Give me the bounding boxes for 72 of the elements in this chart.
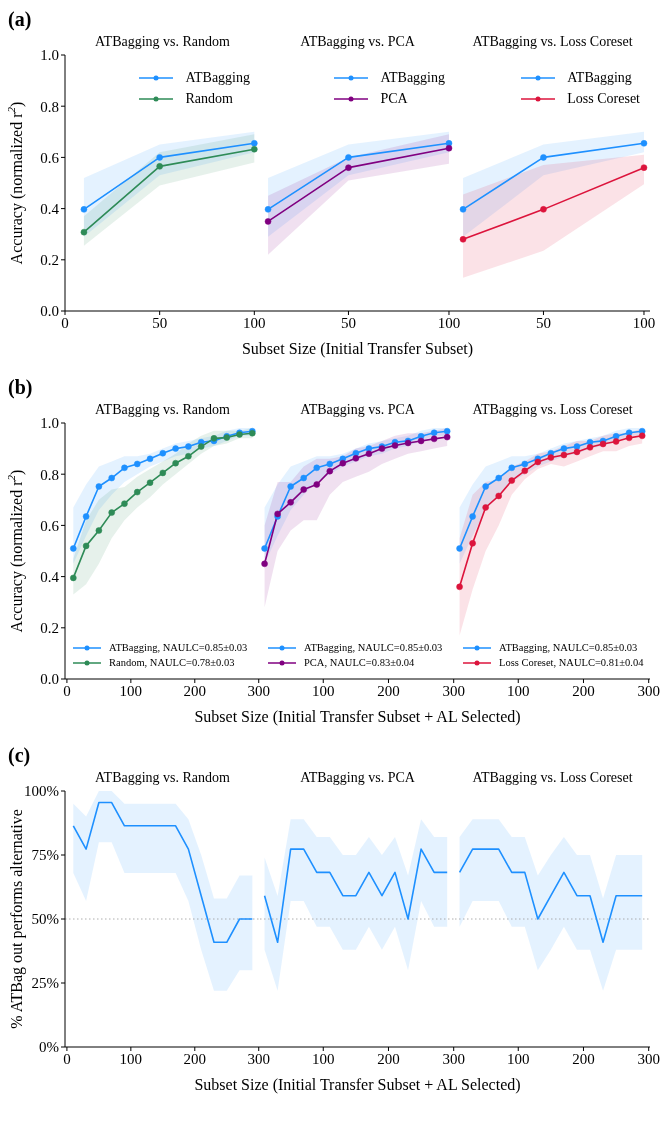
legend-label: Random, NAULC=0.78±0.03 xyxy=(109,656,235,670)
y-tick-label: 75% xyxy=(31,847,59,864)
y-tick-label: 50% xyxy=(31,911,59,928)
y-tick-label: 25% xyxy=(31,975,59,992)
x-axis-title: Subset Size (Initial Transfer Subset) xyxy=(241,340,474,358)
y-tick-label: 0.0 xyxy=(40,303,59,320)
legend-label: ATBagging xyxy=(185,69,250,87)
y-axis-title: % ATBag out performs alternative xyxy=(7,809,26,1029)
legend-label: ATBagging xyxy=(567,69,632,87)
x-tick-label: 300 xyxy=(442,1050,465,1067)
x-tick-label: 100 xyxy=(312,1050,335,1067)
x-tick-label: 100 xyxy=(632,314,656,331)
y-tick-label: 1.0 xyxy=(40,47,59,64)
legend-label: PCA, NAULC=0.83±0.04 xyxy=(304,656,415,670)
x-tick-label: 100 xyxy=(119,1050,143,1067)
x-axis-title: Subset Size (Initial Transfer Subset + AL Selected) xyxy=(194,1076,521,1094)
chart-title: ATBagging vs. PCA xyxy=(299,770,416,787)
legend-label: PCA xyxy=(380,90,408,108)
text: (b) xyxy=(8,376,33,398)
x-tick-label: 200 xyxy=(572,682,595,699)
x-tick-label: 0 xyxy=(63,1050,71,1067)
x-tick-label: 300 xyxy=(442,682,465,699)
chart-title: ATBagging vs. Loss Coreset xyxy=(471,34,634,51)
x-tick-label: 300 xyxy=(247,1050,270,1067)
y-tick-label: 0.2 xyxy=(40,252,59,269)
y-tick-label: 0.8 xyxy=(40,98,59,115)
chart-title: ATBagging vs. PCA xyxy=(299,34,416,51)
chart-title: ATBagging vs. Loss Coreset xyxy=(471,770,634,787)
x-tick-label: 100 xyxy=(243,314,266,331)
chart-title: ATBagging vs. Random xyxy=(94,34,231,51)
y-tick-label: 0% xyxy=(39,1039,59,1056)
chart-title: ATBagging vs. Loss Coreset xyxy=(471,402,634,419)
legend-label: ATBagging xyxy=(380,69,445,87)
y-tick-label: 0.8 xyxy=(40,466,59,483)
y-tick-label: 100% xyxy=(24,783,59,800)
y-tick-label: 1.0 xyxy=(40,415,59,432)
x-tick-label: 200 xyxy=(377,682,400,699)
x-tick-label: 50 xyxy=(535,314,551,331)
x-tick-label: 200 xyxy=(183,682,207,699)
x-tick-label: 50 xyxy=(340,314,356,331)
chart-title: ATBagging vs. Random xyxy=(94,402,231,419)
legend-label: ATBagging, NAULC=0.85±0.03 xyxy=(499,641,638,655)
y-tick-label: 0.6 xyxy=(40,149,60,166)
x-tick-label: 100 xyxy=(437,314,461,331)
legend-label: ATBagging, NAULC=0.85±0.03 xyxy=(304,641,443,655)
x-tick-label: 200 xyxy=(183,1050,207,1067)
x-tick-label: 0 xyxy=(63,682,71,699)
x-tick-label: 100 xyxy=(507,682,530,699)
x-axis-title: Subset Size (Initial Transfer Subset + AL Selected) xyxy=(194,708,521,726)
x-tick-label: 300 xyxy=(637,682,660,699)
x-tick-label: 200 xyxy=(572,1050,595,1067)
x-tick-label: 100 xyxy=(119,682,143,699)
x-tick-label: 0 xyxy=(61,314,69,331)
x-tick-label: 300 xyxy=(247,682,270,699)
legend-label: ATBagging, NAULC=0.85±0.03 xyxy=(109,641,248,655)
chart-title: ATBagging vs. PCA xyxy=(299,402,416,419)
x-tick-label: 300 xyxy=(637,1050,660,1067)
x-tick-label: 200 xyxy=(377,1050,400,1067)
y-tick-label: 0.2 xyxy=(40,620,59,637)
x-tick-label: 100 xyxy=(507,1050,530,1067)
y-tick-label: 0.0 xyxy=(40,671,59,688)
y-tick-label: 0.6 xyxy=(40,517,60,534)
text: (a) xyxy=(8,8,32,30)
x-tick-label: 100 xyxy=(312,682,335,699)
legend-label: Loss Coreset xyxy=(567,90,640,108)
legend-label: Random xyxy=(185,90,233,108)
y-tick-label: 0.4 xyxy=(40,200,60,217)
text: (c) xyxy=(8,744,31,766)
legend-label: Loss Coreset, NAULC=0.81±0.04 xyxy=(499,656,644,670)
chart-title: ATBagging vs. Random xyxy=(94,770,231,787)
y-tick-label: 0.4 xyxy=(40,568,60,585)
x-tick-label: 50 xyxy=(152,314,168,331)
